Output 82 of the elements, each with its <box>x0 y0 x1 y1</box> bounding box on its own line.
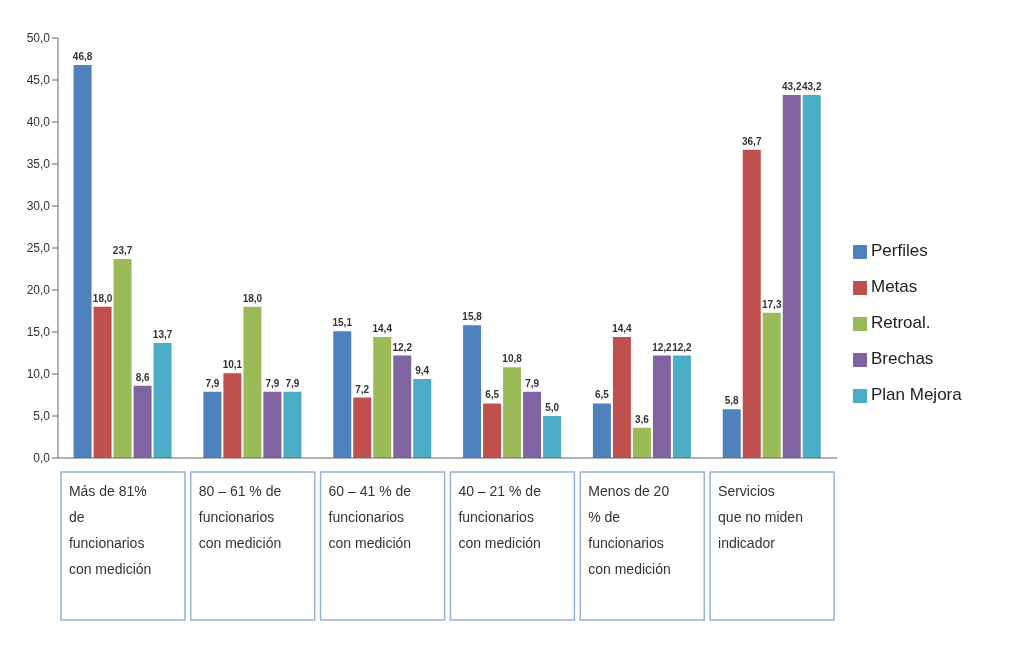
x-tick-label: Menos de 20 % de funcionarios con medición <box>588 483 671 577</box>
data-label: 10,8 <box>502 353 523 365</box>
bar <box>802 95 821 458</box>
bar <box>672 355 691 458</box>
data-label: 12,2 <box>652 341 673 353</box>
bar <box>263 391 282 458</box>
bar <box>133 385 152 458</box>
bar <box>782 95 801 458</box>
legend-label: Perfiles <box>871 241 928 260</box>
y-tick-label: 35,0 <box>26 157 51 172</box>
data-label: 7,2 <box>355 383 370 395</box>
bar <box>592 403 611 458</box>
bar <box>223 373 242 458</box>
x-tick-label: Servicios que no miden indicador <box>718 483 803 551</box>
data-label: 7,9 <box>285 377 300 389</box>
bar <box>463 325 482 458</box>
bar <box>503 367 522 458</box>
bar <box>153 342 172 458</box>
bar <box>523 391 542 458</box>
bar <box>283 391 302 458</box>
bar <box>73 64 92 458</box>
data-label: 18,0 <box>92 292 113 304</box>
y-tick-label: 25,0 <box>26 241 51 256</box>
bar <box>762 312 781 458</box>
data-label: 12,2 <box>392 341 413 353</box>
data-label: 15,8 <box>462 311 483 323</box>
data-label: 8,6 <box>135 371 150 383</box>
data-label: 43,2 <box>782 81 802 93</box>
legend-label: Metas <box>871 277 918 296</box>
data-label: 13,7 <box>152 328 173 340</box>
y-tick-label: 50,0 <box>26 31 51 46</box>
data-label: 12,2 <box>672 341 693 353</box>
data-label: 5,0 <box>545 402 560 413</box>
y-tick-label: 15,0 <box>26 325 51 340</box>
data-label: 14,4 <box>612 323 633 335</box>
bar <box>612 337 631 458</box>
data-label: 7,9 <box>205 377 220 389</box>
data-label: 17,3 <box>762 298 782 310</box>
x-tick-label: Más de 81% de funcionarios con medición <box>68 483 152 577</box>
data-label: 43,2 <box>802 81 822 93</box>
legend-label: Plan Mejora <box>871 385 962 404</box>
y-tick-label: 10,0 <box>26 367 51 382</box>
y-tick-label: 45,0 <box>26 73 51 88</box>
legend-label: Brechas <box>871 349 934 368</box>
bar <box>483 403 502 458</box>
x-tick-label: 80 – 61 % de funcionarios con medición <box>198 483 282 551</box>
bar <box>243 306 262 458</box>
data-label: 10,1 <box>222 359 243 371</box>
x-tick-label: 40 – 21 % de funcionarios con medición <box>458 483 542 551</box>
data-label: 6,5 <box>594 389 610 401</box>
data-label: 3,6 <box>634 413 650 425</box>
data-label: 7,9 <box>525 377 540 389</box>
data-label: 9,4 <box>415 365 430 377</box>
y-tick-label: 30,0 <box>26 199 51 214</box>
data-label: 23,7 <box>112 244 133 256</box>
data-label: 46,8 <box>72 50 93 62</box>
bar <box>652 355 671 458</box>
y-tick-label: 0,0 <box>33 451 51 466</box>
y-tick-label: 20,0 <box>26 283 51 298</box>
legend-label: Retroal. <box>871 313 931 332</box>
bar <box>113 258 132 458</box>
bar <box>333 331 352 458</box>
bar <box>93 306 112 458</box>
bar <box>543 416 562 458</box>
bar <box>203 391 222 458</box>
bar <box>413 379 432 458</box>
x-tick-label: 60 – 41 % de funcionarios con medición <box>328 483 412 551</box>
bar <box>742 149 761 458</box>
bar <box>373 337 392 458</box>
data-label: 14,4 <box>372 323 393 335</box>
y-tick-label: 40,0 <box>26 115 51 130</box>
bar <box>722 409 741 458</box>
data-label: 36,7 <box>742 135 762 147</box>
bar <box>353 397 372 458</box>
data-label: 7,9 <box>265 377 280 389</box>
y-tick-label: 5,0 <box>33 409 51 424</box>
data-label: 5,8 <box>724 395 740 407</box>
data-label: 15,1 <box>332 317 353 329</box>
bar <box>393 355 412 458</box>
data-label: 18,0 <box>242 292 263 304</box>
data-label: 6,5 <box>485 389 500 401</box>
bar <box>632 427 651 458</box>
